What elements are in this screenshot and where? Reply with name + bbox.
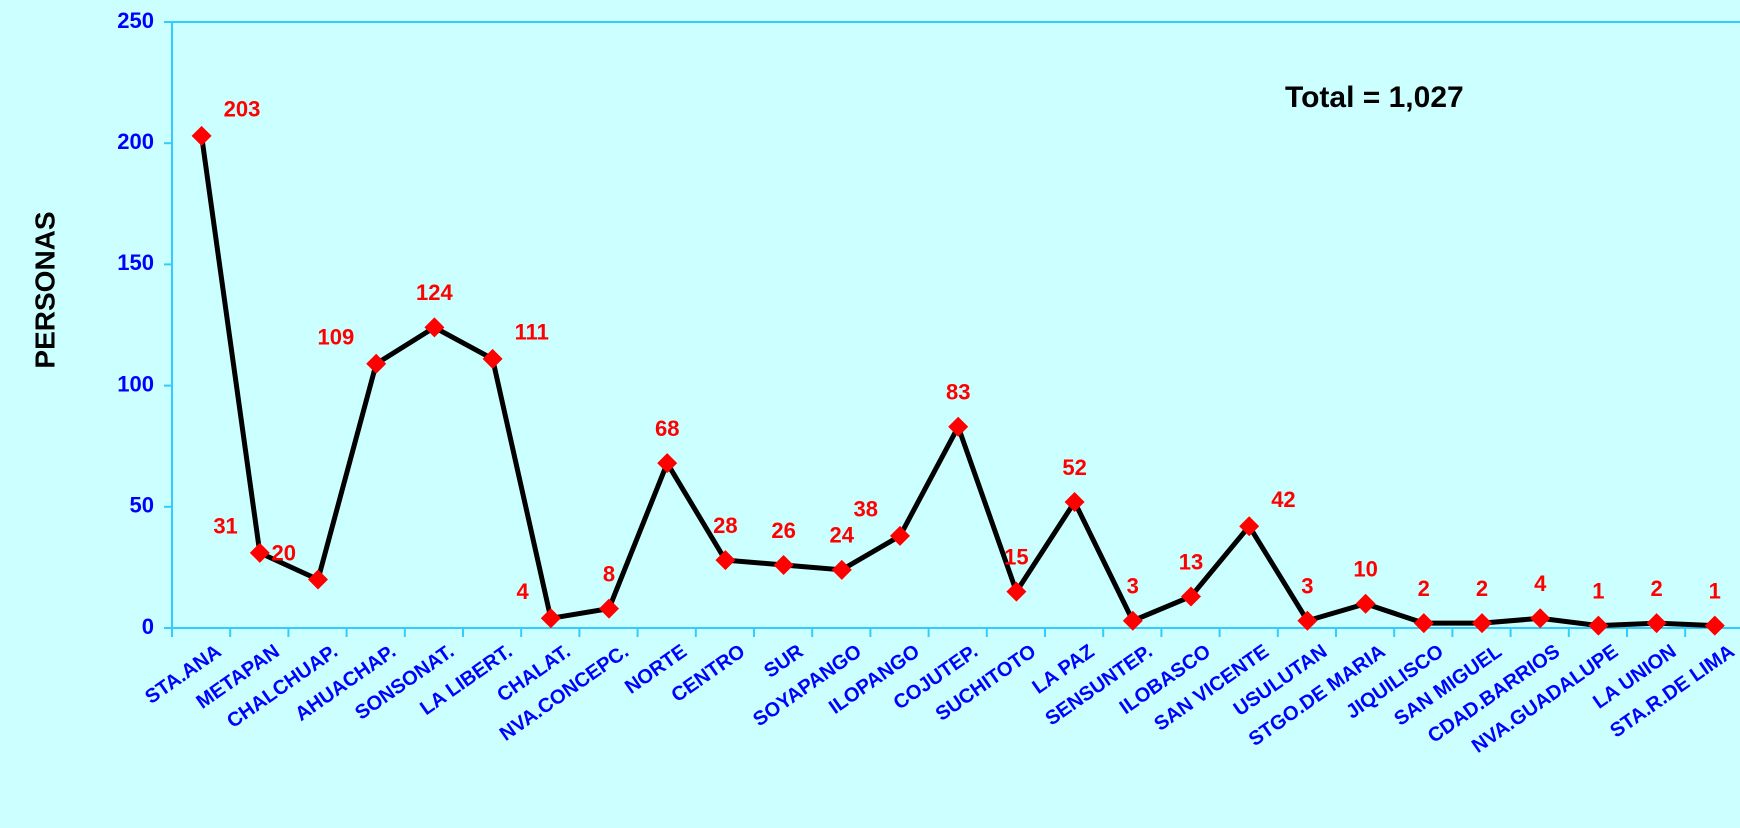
data-label: 109 — [317, 325, 354, 350]
data-label: 2 — [1476, 576, 1488, 601]
data-point — [1472, 613, 1492, 634]
data-label: 83 — [946, 380, 970, 405]
data-label: 24 — [830, 523, 855, 548]
data-label: 26 — [771, 518, 795, 543]
data-point — [1530, 608, 1551, 629]
data-label: 68 — [655, 416, 679, 441]
data-label: 28 — [713, 513, 737, 538]
data-point — [1704, 615, 1725, 636]
data-label: 13 — [1179, 549, 1203, 574]
data-label: 4 — [1534, 571, 1547, 596]
data-label: 4 — [517, 579, 530, 604]
data-point — [482, 348, 503, 369]
data-label: 2 — [1418, 576, 1430, 601]
data-label: 42 — [1271, 487, 1295, 512]
data-point — [1239, 516, 1260, 537]
data-label: 31 — [213, 514, 237, 539]
x-tick-labels: STA.ANAMETAPANCHALCHUAP.AHUACHAP.SONSONA… — [141, 640, 1738, 758]
data-label: 111 — [515, 320, 549, 345]
y-tick-label: 50 — [130, 493, 154, 518]
data-point — [540, 608, 561, 629]
data-point — [424, 317, 445, 338]
data-label: 124 — [416, 280, 453, 305]
y-tick-label: 200 — [117, 129, 154, 154]
data-label: 52 — [1062, 455, 1086, 480]
data-point — [249, 542, 270, 563]
data-point — [715, 550, 736, 571]
data-label: 1 — [1592, 578, 1604, 603]
data-label: 10 — [1353, 557, 1377, 582]
data-label: 8 — [603, 561, 615, 586]
y-tick-labels: 0 50 100 150 200 250 — [117, 8, 154, 639]
data-point — [366, 353, 387, 374]
data-label: 1 — [1709, 578, 1721, 603]
data-point — [948, 416, 969, 437]
data-point — [1297, 610, 1318, 631]
y-tick-label: 150 — [117, 250, 154, 275]
y-tick-label: 250 — [117, 8, 154, 33]
data-point — [773, 554, 794, 575]
data-point — [1413, 613, 1434, 634]
data-point — [599, 598, 619, 619]
data-label: 3 — [1301, 574, 1313, 599]
data-point — [657, 453, 678, 474]
data-label: 20 — [272, 540, 296, 565]
y-tick-label: 100 — [117, 371, 154, 396]
data-point — [890, 525, 910, 546]
data-markers — [191, 125, 1725, 636]
data-point — [1064, 491, 1085, 512]
data-point — [1588, 615, 1609, 636]
y-tick-label: 0 — [142, 614, 154, 639]
x-tick-label: SUCHITOTO — [932, 640, 1041, 725]
data-point — [1006, 581, 1027, 602]
data-label: 3 — [1127, 574, 1139, 599]
y-axis-label: PERSONAS — [29, 211, 60, 368]
data-point — [308, 569, 328, 590]
data-point — [1646, 613, 1667, 634]
axes — [164, 21, 1740, 637]
data-point — [191, 125, 212, 146]
data-point — [1122, 610, 1143, 631]
data-label: 38 — [854, 497, 878, 522]
data-label: 2 — [1650, 576, 1662, 601]
data-label: 203 — [224, 97, 261, 122]
data-point — [1181, 586, 1201, 607]
total-annotation: Total = 1,027 — [1285, 81, 1464, 114]
data-point — [1355, 593, 1376, 614]
data-point — [831, 559, 852, 580]
data-label: 15 — [1004, 544, 1028, 569]
